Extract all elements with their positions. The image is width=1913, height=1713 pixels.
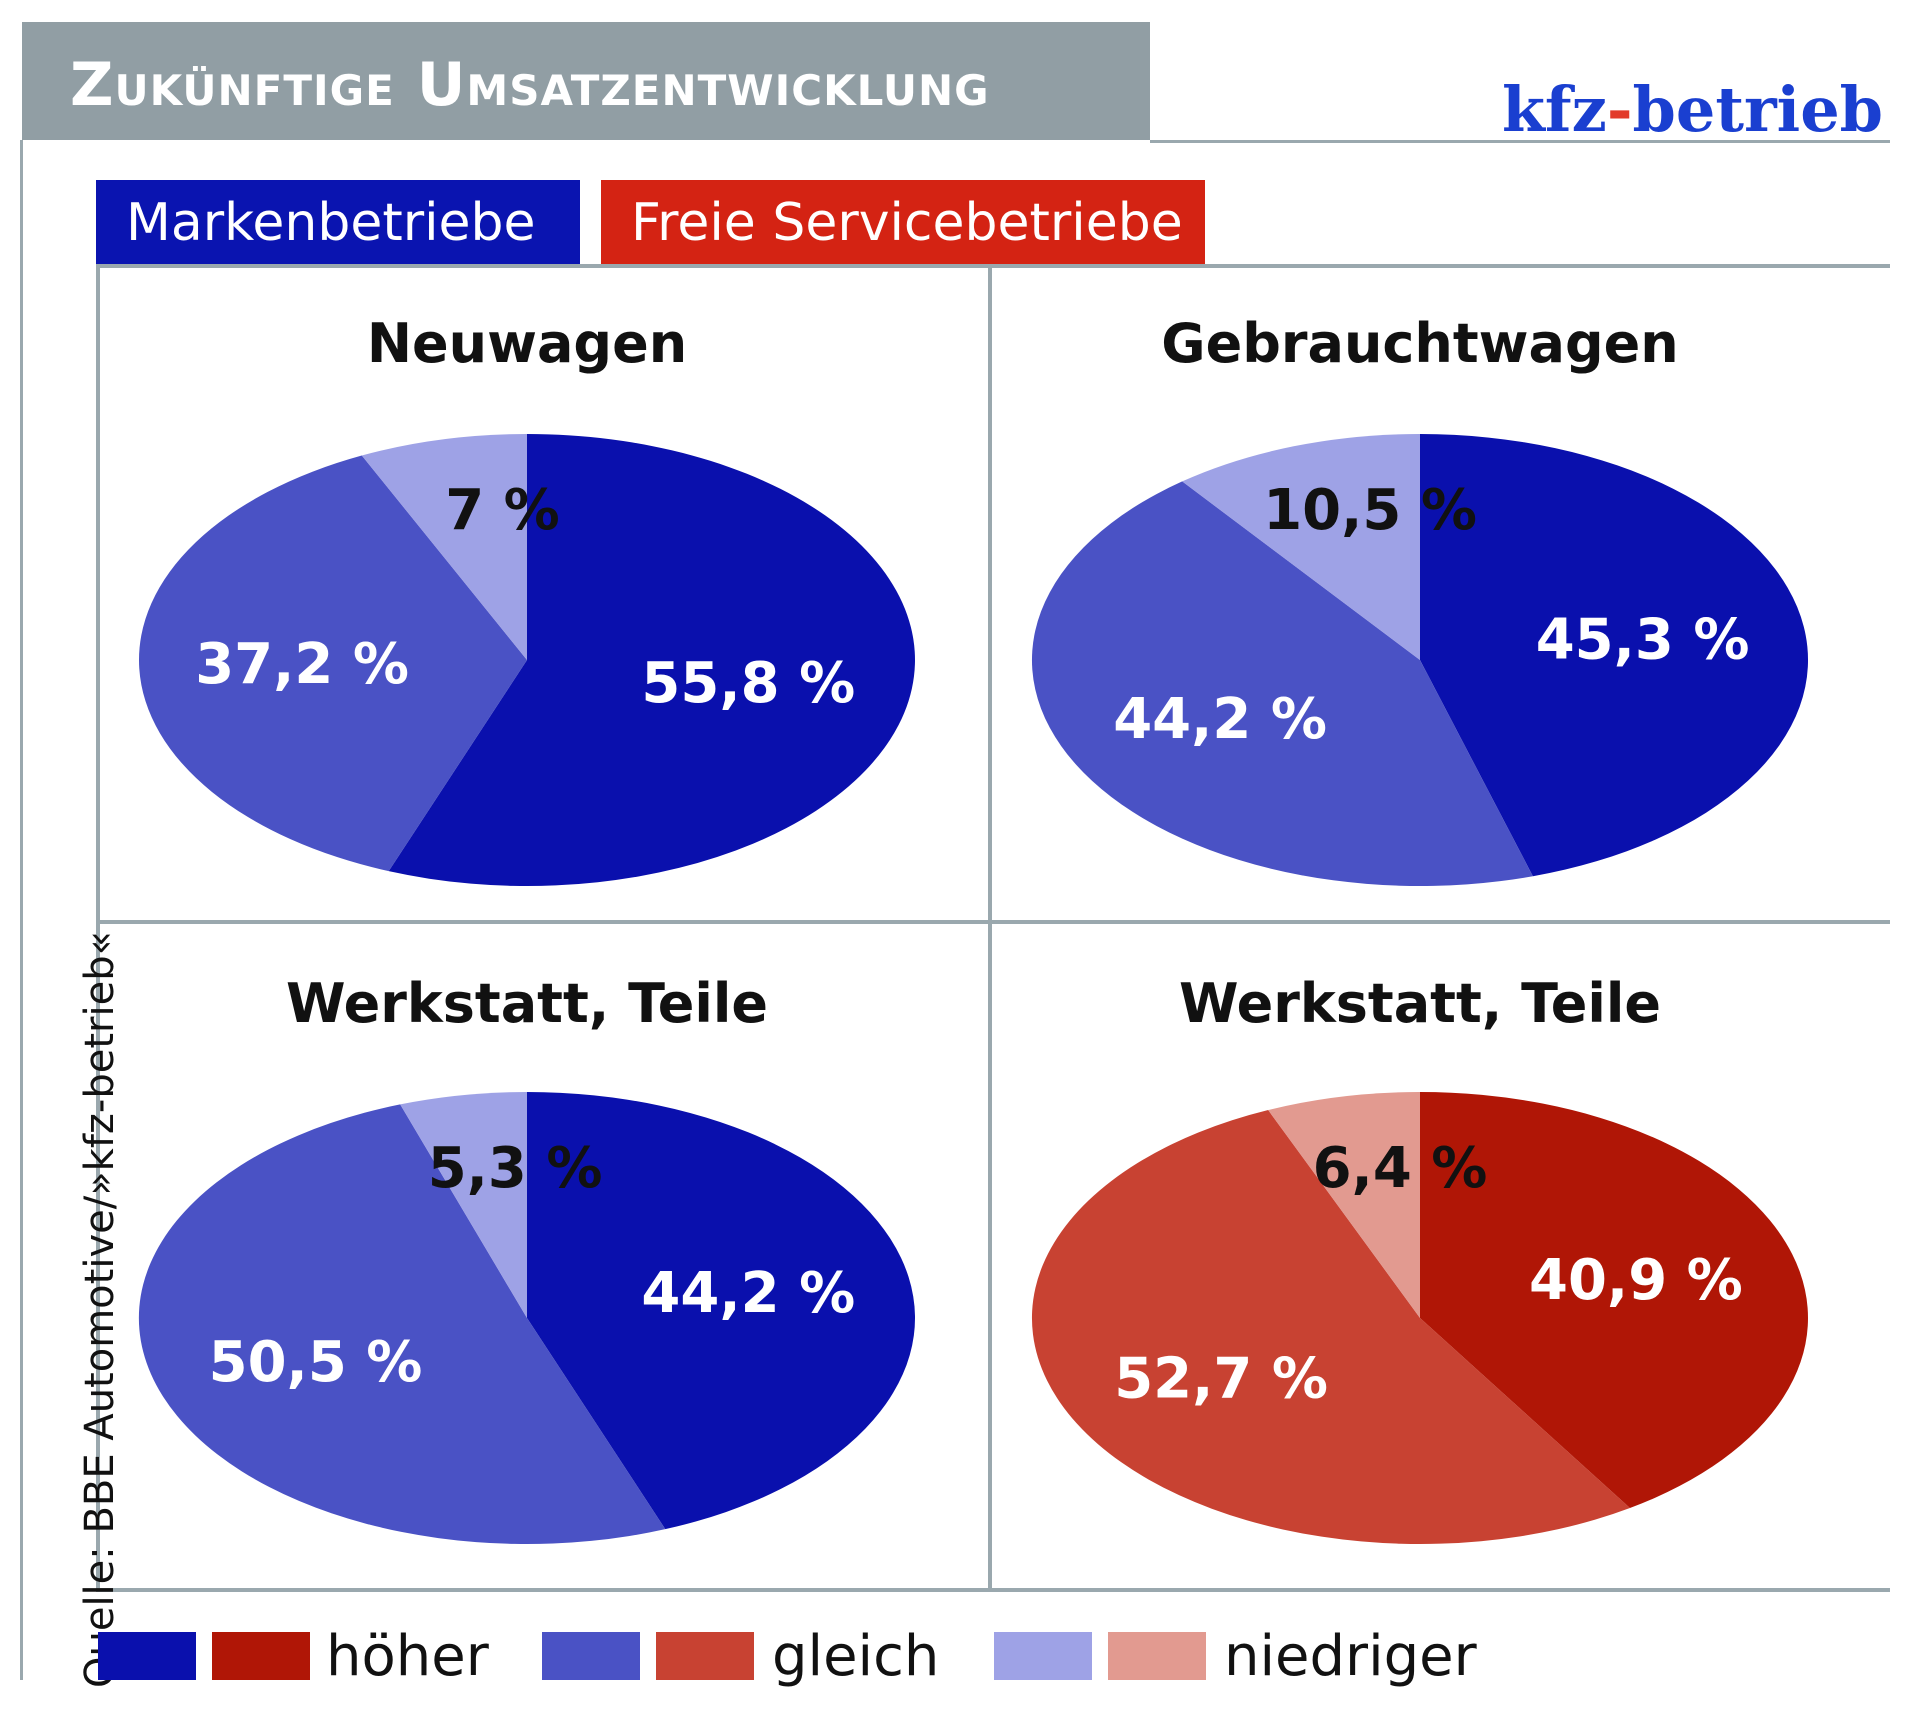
- slice-label-lower: 10,5 %: [1263, 478, 1477, 543]
- slice-label-lower: 7 %: [445, 478, 560, 543]
- slice-label-higher: 40,9 %: [1529, 1248, 1743, 1313]
- legend-label-same: gleich: [772, 1624, 940, 1689]
- slice-label-same: 52,7 %: [1114, 1346, 1328, 1411]
- pie-chart-3: Werkstatt, Teile 44,2 % 50,5 % 5,3 %: [138, 972, 916, 1545]
- logo-dash: -: [1606, 73, 1633, 146]
- brand-logo: kfz-betrieb: [1502, 70, 1883, 150]
- legend-swatch-blue-same: [542, 1632, 640, 1680]
- grid-left-rule: [96, 264, 100, 1592]
- chart-title: Gebrauchtwagen: [1161, 312, 1678, 375]
- legend-label-higher: höher: [326, 1624, 489, 1689]
- grid-top-rule: [96, 264, 1890, 268]
- pie-chart-4: Werkstatt, Teile 40,9 % 52,7 % 6,4 %: [1031, 972, 1808, 1545]
- slice-label-lower: 6,4 %: [1313, 1136, 1488, 1201]
- chart-title: Werkstatt, Teile: [286, 972, 768, 1035]
- grid-middle-vertical: [988, 264, 992, 1592]
- group-tab-brand: Markenbetriebe: [96, 180, 580, 266]
- header-rule: [1150, 140, 1890, 143]
- source-note: Quelle: BBE Automotive/»kfz-betrieb«: [77, 930, 123, 1688]
- pie-slice-lower: [361, 434, 527, 660]
- legend-swatch-blue-lower: [994, 1632, 1092, 1680]
- pie-chart-2: Gebrauchtwagen 45,3 % 44,2 % 10,5 %: [1031, 312, 1809, 887]
- slice-label-higher: 55,8 %: [641, 651, 855, 716]
- legend-swatch-blue-higher: [98, 1632, 196, 1680]
- legend-swatch-red-lower: [1108, 1632, 1206, 1680]
- pie-slice-higher: [388, 434, 915, 887]
- pie-slice-higher: [527, 1092, 916, 1530]
- group-tab-free: Freie Servicebetriebe: [601, 180, 1205, 266]
- slice-label-same: 50,5 %: [209, 1330, 423, 1395]
- title-banner: [22, 22, 1150, 140]
- pie-slice-same: [138, 1104, 666, 1545]
- pie-slice-same: [1031, 481, 1533, 887]
- logo-text-main: kfz: [1501, 73, 1607, 146]
- slice-label-lower: 5,3 %: [428, 1136, 603, 1201]
- frame-left-rule: [20, 140, 23, 1680]
- grid-bottom-rule: [96, 1588, 1890, 1592]
- legend-swatch-red-higher: [212, 1632, 310, 1680]
- pie-slice-same: [138, 455, 527, 872]
- slice-label-higher: 45,3 %: [1536, 608, 1750, 673]
- grid-middle-horizontal: [96, 920, 1890, 924]
- slice-label-higher: 44,2 %: [641, 1261, 855, 1326]
- pie-slice-lower: [1268, 1092, 1420, 1318]
- chart-title: Werkstatt, Teile: [1179, 972, 1661, 1035]
- pie-slice-lower: [400, 1092, 527, 1318]
- pie-slice-higher: [1420, 1092, 1808, 1509]
- legend-swatch-red-same: [656, 1632, 754, 1680]
- pie-chart-1: Neuwagen 55,8 % 37,2 % 7 %: [138, 312, 915, 887]
- legend-label-lower: niedriger: [1224, 1624, 1477, 1689]
- slice-label-same: 44,2 %: [1113, 687, 1327, 752]
- chart-title: Neuwagen: [367, 312, 687, 375]
- pie-slice-same: [1031, 1110, 1630, 1545]
- pie-slice-lower: [1182, 434, 1420, 660]
- page-title: Zukünftige Umsatzentwicklung: [70, 50, 990, 120]
- logo-text-tail: betrieb: [1632, 73, 1883, 146]
- slice-label-same: 37,2 %: [195, 632, 409, 697]
- pie-slice-higher: [1420, 434, 1809, 877]
